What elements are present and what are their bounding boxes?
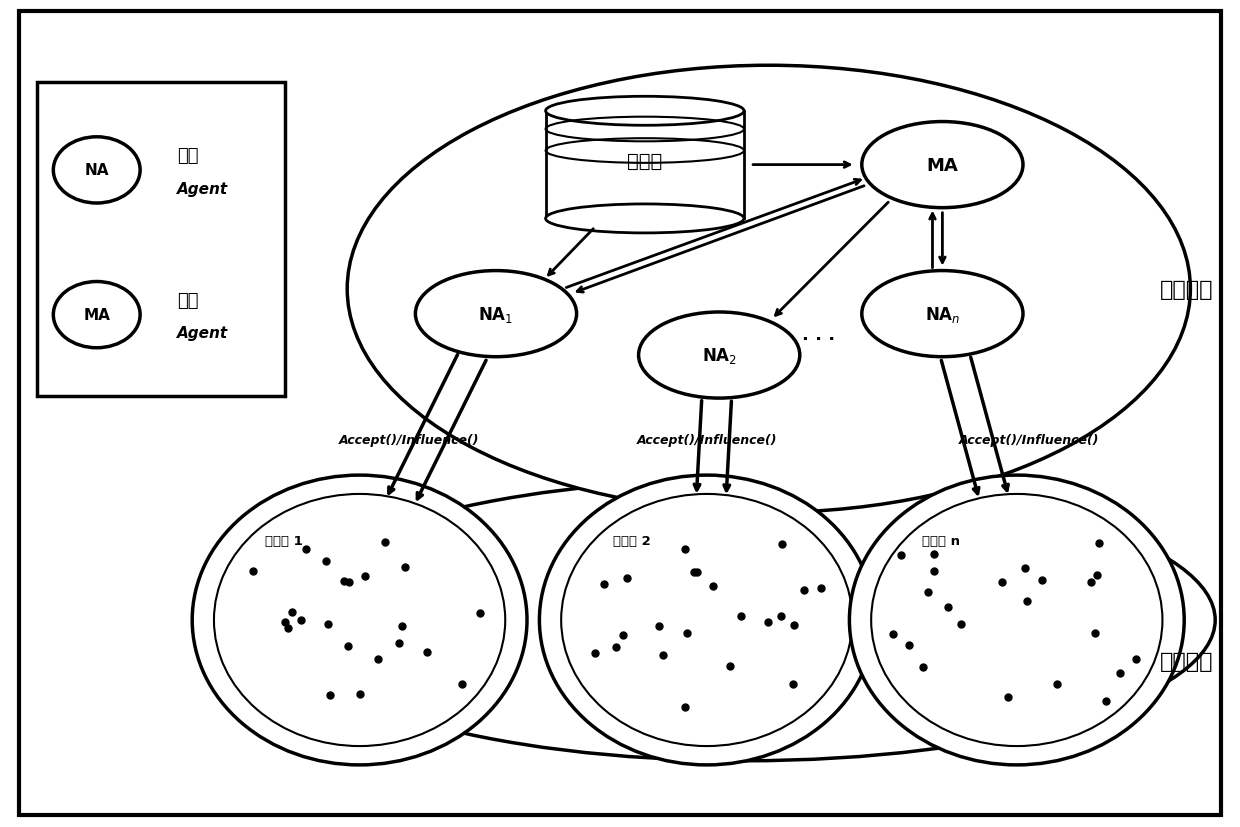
- Text: Accept()∕Influence(): Accept()∕Influence(): [636, 433, 777, 447]
- Ellipse shape: [53, 282, 140, 348]
- Ellipse shape: [539, 476, 874, 765]
- Text: Agent: Agent: [177, 181, 228, 196]
- Bar: [546, 112, 744, 219]
- Ellipse shape: [862, 271, 1023, 357]
- Ellipse shape: [639, 313, 800, 399]
- Text: MA: MA: [926, 156, 959, 174]
- Text: 引领者 n: 引领者 n: [923, 534, 961, 547]
- Text: NA$_1$: NA$_1$: [479, 304, 513, 324]
- Ellipse shape: [862, 122, 1023, 208]
- Text: 信念空间: 信念空间: [1159, 280, 1213, 299]
- Ellipse shape: [192, 476, 527, 765]
- Text: 知识库: 知识库: [627, 152, 662, 170]
- Text: 群体空间: 群体空间: [1159, 652, 1213, 672]
- Text: 管理: 管理: [177, 291, 198, 309]
- Ellipse shape: [562, 495, 852, 746]
- Text: Accept()∕Influence(): Accept()∕Influence(): [339, 433, 480, 447]
- Ellipse shape: [347, 66, 1190, 513]
- Text: . . .: . . .: [802, 326, 835, 344]
- Text: NA$_n$: NA$_n$: [925, 304, 960, 324]
- Ellipse shape: [872, 495, 1162, 746]
- Ellipse shape: [546, 204, 744, 233]
- Text: NA: NA: [84, 163, 109, 178]
- Text: Accept()∕Influence(): Accept()∕Influence(): [959, 433, 1100, 447]
- Ellipse shape: [415, 271, 577, 357]
- Ellipse shape: [546, 97, 744, 126]
- Text: NA$_2$: NA$_2$: [702, 346, 737, 366]
- Text: 引领者 1: 引领者 1: [265, 534, 303, 547]
- Ellipse shape: [849, 476, 1184, 765]
- Bar: [37, 83, 285, 397]
- Text: 导航: 导航: [177, 147, 198, 165]
- Text: 引领者 2: 引领者 2: [613, 534, 650, 547]
- Ellipse shape: [273, 480, 1215, 761]
- Text: Agent: Agent: [177, 326, 228, 341]
- Ellipse shape: [53, 137, 140, 203]
- Ellipse shape: [215, 495, 505, 746]
- Text: MA: MA: [83, 308, 110, 323]
